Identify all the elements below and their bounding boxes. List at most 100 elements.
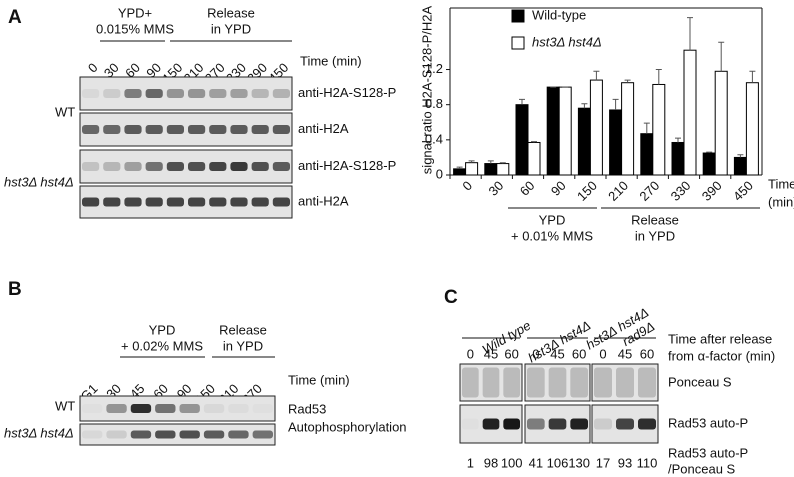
bar [714, 70, 728, 176]
band [145, 162, 163, 171]
group-label: + 0.02% MMS [121, 338, 203, 353]
lane-label: 60 [504, 346, 518, 361]
ratio-label: /Ponceau S [668, 461, 736, 476]
band [548, 418, 567, 430]
error-bar [519, 98, 525, 105]
bar [671, 141, 685, 176]
error-bar [531, 141, 537, 143]
x-tick-label: 270 [636, 178, 662, 204]
band [548, 367, 567, 398]
band [251, 125, 269, 134]
y-tick-label: 0.8 [425, 96, 443, 111]
y-tick-label: 0 [436, 166, 443, 181]
bar [745, 82, 759, 176]
x-group-label: + 0.01% MMS [511, 228, 593, 243]
ratio: 110 [637, 455, 658, 470]
group-label: YPD+ [118, 5, 152, 20]
band [188, 162, 206, 171]
legend-label: hst3Δ hst4Δ [532, 34, 602, 49]
band [179, 430, 200, 439]
band [166, 89, 184, 98]
band [179, 404, 200, 413]
x-group-label: Release [631, 212, 679, 227]
x-tick-label: 90 [548, 178, 569, 199]
group-label: YPD [149, 322, 176, 337]
panel-label: B [8, 279, 22, 300]
band [82, 125, 100, 134]
band [82, 430, 103, 439]
legend-swatch [511, 36, 525, 50]
bar [652, 83, 666, 176]
band [482, 418, 500, 430]
band [230, 197, 248, 207]
band [503, 367, 520, 398]
band [209, 125, 227, 134]
lane-label: 0 [467, 346, 474, 361]
band [616, 418, 634, 430]
band [124, 162, 142, 171]
band [253, 404, 273, 413]
lane-label: 0 [532, 346, 539, 361]
strain-label: hst3Δ hst4Δ [4, 174, 74, 189]
x-axis-label: Time [768, 176, 794, 191]
band [209, 197, 227, 207]
bar [496, 163, 510, 176]
group-label: 0.015% MMS [96, 21, 174, 36]
error-bar [593, 70, 600, 81]
band [124, 197, 142, 207]
error-bar [737, 154, 744, 158]
band [188, 125, 206, 134]
band [462, 367, 479, 398]
band [188, 197, 206, 207]
error-bar [499, 162, 506, 164]
band [103, 89, 121, 98]
strain-label: WT [55, 104, 75, 119]
ratio: 93 [618, 455, 632, 470]
time-label: 0 [85, 60, 101, 76]
x-tick-label: 0 [459, 178, 475, 194]
band [272, 197, 290, 207]
error-bar [655, 69, 662, 85]
band [482, 367, 500, 398]
x-axis-label: (min) [768, 194, 794, 209]
band [103, 162, 121, 171]
band [166, 197, 184, 207]
band [106, 404, 127, 413]
antibody-label: anti-H2A [298, 121, 349, 136]
group-label: in YPD [223, 338, 263, 353]
band [230, 125, 248, 134]
band [570, 418, 588, 430]
x-tick-label: 450 [730, 178, 756, 204]
error-bar [612, 98, 619, 110]
x-group-label: in YPD [635, 228, 675, 243]
panel-label: A [8, 7, 22, 28]
blot-label: Autophosphorylation [288, 419, 407, 434]
band [251, 89, 269, 98]
band [594, 367, 612, 398]
x-tick-label: 30 [486, 178, 507, 199]
blot [79, 76, 293, 111]
legend-label: Wild-type [532, 7, 586, 22]
band [228, 430, 249, 439]
antibody-label: anti-H2A-S128-P [298, 158, 396, 173]
x-tick-label: 210 [605, 178, 631, 204]
error-bar [675, 137, 681, 143]
band [166, 162, 184, 171]
bar [546, 86, 560, 176]
band [103, 125, 121, 134]
bar [702, 152, 716, 176]
band [130, 430, 152, 439]
band [230, 162, 248, 171]
blot-label: Ponceau S [668, 374, 732, 389]
blot [79, 423, 276, 446]
band [82, 89, 100, 98]
strain-label: WT [55, 398, 75, 413]
antibody-label: anti-H2A [298, 193, 349, 208]
bar [589, 79, 603, 176]
lane-label: 60 [572, 346, 586, 361]
x-tick-label: 330 [668, 178, 694, 204]
x-group-label: YPD [539, 212, 566, 227]
band [82, 197, 100, 207]
ratio: 98 [484, 455, 498, 470]
band [124, 89, 142, 98]
